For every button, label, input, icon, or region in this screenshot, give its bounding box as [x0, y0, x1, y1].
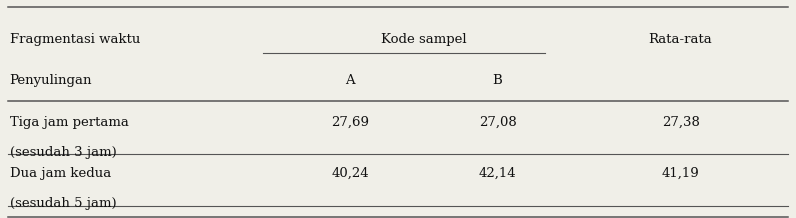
Text: 27,38: 27,38	[661, 116, 700, 129]
Text: 42,14: 42,14	[478, 167, 517, 180]
Text: Kode sampel: Kode sampel	[381, 33, 466, 46]
Text: (sesudah 3 jam): (sesudah 3 jam)	[10, 146, 116, 159]
Text: Rata-rata: Rata-rata	[649, 33, 712, 46]
Text: 27,08: 27,08	[478, 116, 517, 129]
Text: B: B	[493, 74, 502, 87]
Text: 41,19: 41,19	[661, 167, 700, 180]
Text: Tiga jam pertama: Tiga jam pertama	[10, 116, 128, 129]
Text: A: A	[345, 74, 355, 87]
Text: Dua jam kedua: Dua jam kedua	[10, 167, 111, 180]
Text: 27,69: 27,69	[331, 116, 369, 129]
Text: (sesudah 5 jam): (sesudah 5 jam)	[10, 197, 116, 210]
Text: Fragmentasi waktu: Fragmentasi waktu	[10, 33, 140, 46]
Text: 40,24: 40,24	[331, 167, 369, 180]
Text: Penyulingan: Penyulingan	[10, 74, 92, 87]
